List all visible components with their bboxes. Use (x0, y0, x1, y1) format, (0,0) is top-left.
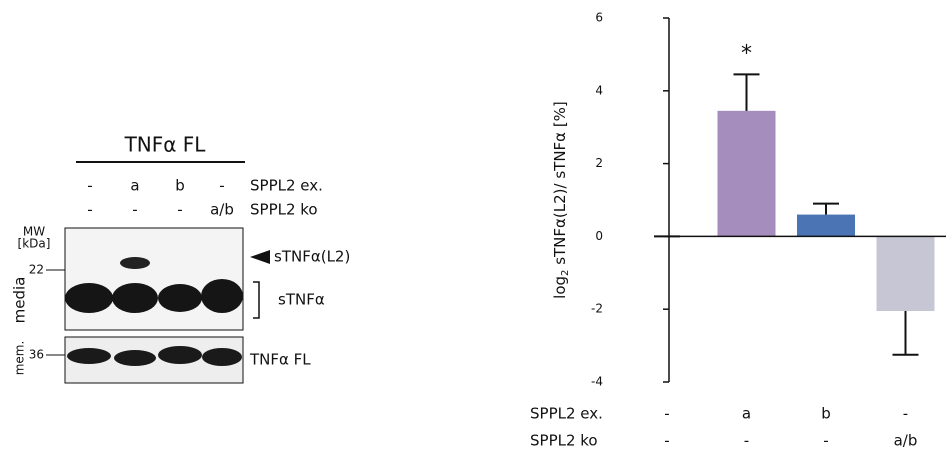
lane-label: a (130, 177, 139, 195)
lane-label: - (177, 201, 182, 219)
y-tick-label: 0 (595, 229, 603, 243)
error-bar (813, 204, 839, 215)
band (158, 346, 202, 364)
y-axis-label: log2 sTNFα(L2)/ sTNFα [%] (551, 101, 572, 299)
y-tick-label: 4 (595, 83, 603, 97)
bar (877, 236, 935, 311)
band (158, 284, 202, 312)
x-tick-label: - (823, 432, 828, 450)
blot: TNFα FL - a b - SPPL2 ex. - - - a/b SPPL… (11, 133, 351, 384)
lane-label: - (87, 201, 92, 219)
y-tick-label: -2 (591, 302, 603, 316)
bar-chart: -4 -2 0 2 4 6 log2 sTNFα(L2)/ sTNFα [%] * SPPL2 … (530, 11, 946, 450)
lane-label: a/b (210, 201, 234, 219)
lane-label: - (219, 177, 224, 195)
panel-label: media (11, 277, 29, 324)
x-tick-label: a (742, 405, 751, 423)
lane-label: b (175, 177, 185, 195)
x-tick-label: - (664, 405, 669, 423)
marker-label: 36 (29, 348, 44, 362)
figure: TNFα FL - a b - SPPL2 ex. - - - a/b SPPL… (0, 0, 946, 450)
bar (797, 215, 855, 237)
band (67, 348, 111, 364)
annotation: * (741, 41, 752, 66)
error-bar (893, 311, 919, 355)
band (120, 257, 150, 269)
band (201, 279, 243, 313)
y-tick-label: 2 (595, 156, 603, 170)
bar (718, 111, 776, 237)
x-tick-label: a/b (894, 432, 918, 450)
marker-label: 22 (29, 263, 44, 277)
band-label: sTNFα(L2) (274, 248, 350, 266)
band-label: sTNFα (278, 291, 325, 309)
blot-title: TNFα FL (124, 133, 207, 157)
lane-label: - (132, 201, 137, 219)
arrowhead (250, 250, 270, 264)
band (202, 348, 242, 366)
row-label: SPPL2 ko (530, 432, 598, 450)
blot-panel (65, 228, 243, 330)
y-tick-label: -4 (591, 375, 603, 389)
mw-label: [kDa] (18, 237, 51, 251)
y-tick-label: 6 (595, 11, 603, 25)
x-tick-label: - (664, 432, 669, 450)
band (114, 350, 156, 366)
lane-label: - (87, 177, 92, 195)
band-label: TNFα FL (249, 351, 311, 369)
row-label: SPPL2 ko (250, 201, 318, 219)
y-label-part: log (551, 276, 569, 299)
x-tick-label: - (744, 432, 749, 450)
y-label-part: sTNFα(L2)/ sTNFα [%] (551, 101, 569, 269)
row-label: SPPL2 ex. (250, 177, 323, 195)
band (65, 283, 113, 313)
x-tick-label: - (903, 405, 908, 423)
bracket (253, 282, 259, 318)
band (112, 283, 158, 313)
panel-label: mem. (13, 341, 27, 376)
x-tick-label: b (821, 405, 831, 423)
error-bar (734, 74, 760, 110)
row-label: SPPL2 ex. (530, 405, 603, 423)
